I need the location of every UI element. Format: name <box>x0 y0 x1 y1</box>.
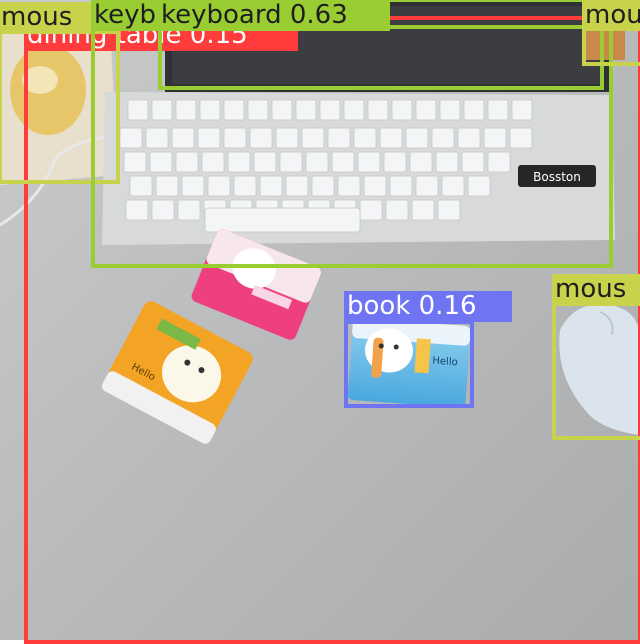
key <box>151 99 173 121</box>
key <box>301 127 325 149</box>
key <box>319 99 341 121</box>
key <box>409 151 433 173</box>
key <box>431 127 455 149</box>
key <box>247 99 269 121</box>
mouse-left-label: mous <box>0 2 94 33</box>
key <box>197 127 221 149</box>
key <box>353 127 377 149</box>
keyboard-keys <box>119 99 533 233</box>
blue-package: Hello <box>347 318 471 408</box>
key <box>461 151 485 173</box>
orange-package: Hello <box>102 301 253 444</box>
key <box>155 175 179 197</box>
key <box>331 151 355 173</box>
key <box>439 99 461 121</box>
key <box>129 175 153 197</box>
key <box>415 99 437 121</box>
key <box>487 151 511 173</box>
key <box>483 127 507 149</box>
key <box>415 175 439 197</box>
key <box>285 175 309 197</box>
key <box>177 199 201 221</box>
key <box>207 175 231 197</box>
key <box>311 175 335 197</box>
mouse-right-box <box>552 302 640 440</box>
key <box>411 199 435 221</box>
key <box>175 99 197 121</box>
key <box>405 127 429 149</box>
key <box>467 175 491 197</box>
key <box>441 175 465 197</box>
spacebar-key <box>204 207 361 233</box>
key <box>379 127 403 149</box>
key <box>259 175 283 197</box>
key <box>383 151 407 173</box>
key <box>123 151 147 173</box>
key <box>171 127 195 149</box>
key <box>175 151 199 173</box>
key <box>271 99 293 121</box>
keyboard-brand-text: Bosston <box>533 170 581 184</box>
key <box>511 99 533 121</box>
key <box>151 199 175 221</box>
book-box <box>344 320 474 408</box>
key <box>295 99 317 121</box>
key <box>253 151 277 173</box>
key <box>437 199 461 221</box>
key <box>145 127 169 149</box>
white-keyboard: Bosston <box>102 92 615 245</box>
key <box>223 127 247 149</box>
key <box>149 151 173 173</box>
key <box>181 175 205 197</box>
snack-bag <box>0 25 118 185</box>
key <box>249 127 273 149</box>
key <box>343 99 365 121</box>
key <box>305 151 329 173</box>
key <box>357 151 381 173</box>
key <box>389 175 413 197</box>
mouse-right-label: mous <box>552 274 640 305</box>
key <box>201 151 225 173</box>
brand-key <box>518 165 596 187</box>
key <box>327 127 351 149</box>
key <box>457 127 481 149</box>
key <box>279 151 303 173</box>
keyboard-main-label: keyboard 0.63 <box>158 0 390 31</box>
mouse-top-label: mou <box>582 0 640 31</box>
key <box>275 127 299 149</box>
key <box>127 99 149 121</box>
key <box>233 175 257 197</box>
key <box>487 99 509 121</box>
key <box>119 127 143 149</box>
blue-package-text: Hello <box>432 356 458 369</box>
key <box>337 175 361 197</box>
key <box>199 99 221 121</box>
key <box>463 99 485 121</box>
computer-mouse <box>559 304 640 435</box>
key <box>363 175 387 197</box>
key <box>367 99 389 121</box>
key <box>227 151 251 173</box>
key <box>385 199 409 221</box>
key <box>391 99 413 121</box>
key <box>509 127 533 149</box>
key <box>223 99 245 121</box>
book-label: book 0.16 <box>344 291 512 322</box>
key <box>435 151 459 173</box>
keyboard-alt-label: keyb <box>91 0 166 31</box>
key <box>125 199 149 221</box>
